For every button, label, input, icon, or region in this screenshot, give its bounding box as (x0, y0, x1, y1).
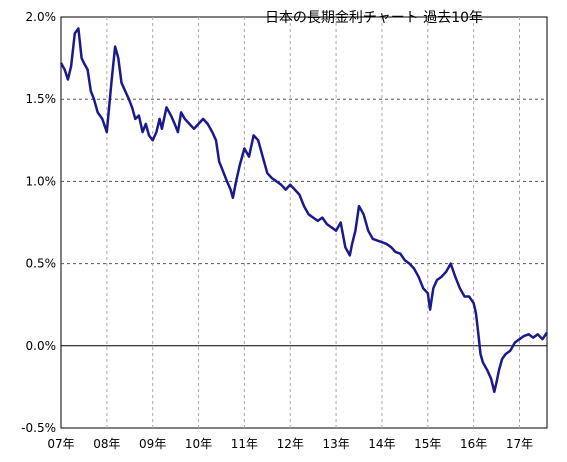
x-tick-label: 12年 (277, 437, 304, 451)
x-tick-label: 16年 (460, 437, 487, 451)
plot-frame (60, 16, 548, 429)
chart-title: 日本の長期金利チャート 過去10年 (265, 10, 483, 26)
x-tick-label: 13年 (322, 437, 349, 451)
x-tick-label: 10年 (185, 437, 212, 451)
y-tick-label: 0.0% (26, 339, 57, 353)
x-tick-label: 11年 (231, 437, 258, 451)
x-tick-labels: 07年 08年 09年 10年 11年 12年 13年 14年 15年 16年 17年 (47, 437, 533, 451)
grid (60, 16, 548, 429)
y-tick-label: 1.5% (26, 92, 57, 106)
x-tick-label: 09年 (139, 437, 166, 451)
x-tick-label: 08年 (93, 437, 120, 451)
y-tick-labels: 2.0% 1.5% 1.0% 0.5% 0.0% -0.5% (21, 10, 56, 435)
y-tick-label: 0.5% (26, 257, 57, 271)
x-tick-label: 17年 (506, 437, 533, 451)
x-tick-label: 15年 (414, 437, 441, 451)
y-tick-label: 1.0% (26, 174, 57, 188)
y-tick-label: -0.5% (21, 421, 56, 435)
x-tick-label: 14年 (368, 437, 395, 451)
series-layer (59, 27, 549, 394)
series-line (59, 27, 549, 394)
y-tick-label: 2.0% (26, 10, 57, 24)
x-tick-label: 07年 (47, 437, 74, 451)
